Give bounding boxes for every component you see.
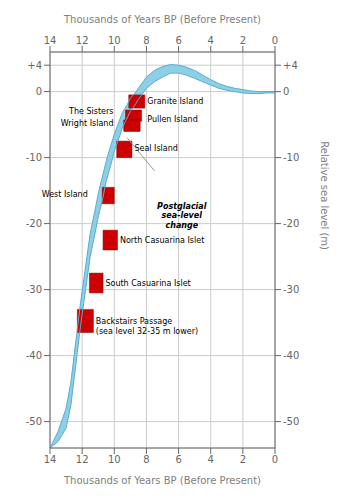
svg-text:Seal Island: Seal Island <box>134 144 177 153</box>
svg-text:Relative sea level (m): Relative sea level (m) <box>319 141 330 250</box>
svg-text:-20: -20 <box>283 218 299 229</box>
svg-text:8: 8 <box>143 35 149 46</box>
svg-text:The Sisters: The Sisters <box>68 107 113 116</box>
svg-text:0: 0 <box>272 454 278 465</box>
svg-text:12: 12 <box>76 35 89 46</box>
svg-text:Backstairs Passage(sea level 3: Backstairs Passage(sea level 32-35 m low… <box>96 317 198 336</box>
svg-text:+4: +4 <box>27 60 42 71</box>
svg-text:-30: -30 <box>283 284 299 295</box>
svg-text:-10: -10 <box>26 152 42 163</box>
svg-text:6: 6 <box>175 454 181 465</box>
svg-text:0: 0 <box>283 86 289 97</box>
svg-text:Thousands of Years BP (Before: Thousands of Years BP (Before Present) <box>63 475 261 486</box>
svg-text:14: 14 <box>44 35 57 46</box>
svg-text:Granite Island: Granite Island <box>147 97 203 106</box>
svg-text:West Island: West Island <box>42 190 88 199</box>
svg-text:10: 10 <box>108 454 121 465</box>
svg-text:-50: -50 <box>283 416 299 427</box>
svg-text:-40: -40 <box>26 350 42 361</box>
svg-text:10: 10 <box>108 35 121 46</box>
svg-text:+4: +4 <box>283 60 298 71</box>
svg-text:Pullen Island: Pullen Island <box>147 115 198 124</box>
svg-text:14: 14 <box>44 454 57 465</box>
svg-text:0: 0 <box>36 86 42 97</box>
svg-text:2: 2 <box>240 454 246 465</box>
svg-text:Postglacialsea-levelchange: Postglacialsea-levelchange <box>157 202 207 230</box>
svg-text:North Casuarina Islet: North Casuarina Islet <box>120 236 204 245</box>
svg-text:0: 0 <box>272 35 278 46</box>
svg-text:-10: -10 <box>283 152 299 163</box>
svg-text:-40: -40 <box>283 350 299 361</box>
svg-text:Wright Island: Wright Island <box>61 119 114 128</box>
svg-text:-50: -50 <box>26 416 42 427</box>
svg-text:2: 2 <box>240 35 246 46</box>
svg-text:8: 8 <box>143 454 149 465</box>
svg-text:12: 12 <box>76 454 89 465</box>
svg-text:-20: -20 <box>26 218 42 229</box>
svg-text:-30: -30 <box>26 284 42 295</box>
svg-text:South Casuarina Islet: South Casuarina Islet <box>105 279 190 288</box>
svg-text:Thousands of Years BP (Before: Thousands of Years BP (Before Present) <box>63 14 261 25</box>
svg-text:4: 4 <box>208 454 214 465</box>
svg-text:4: 4 <box>208 35 214 46</box>
svg-text:6: 6 <box>175 35 181 46</box>
